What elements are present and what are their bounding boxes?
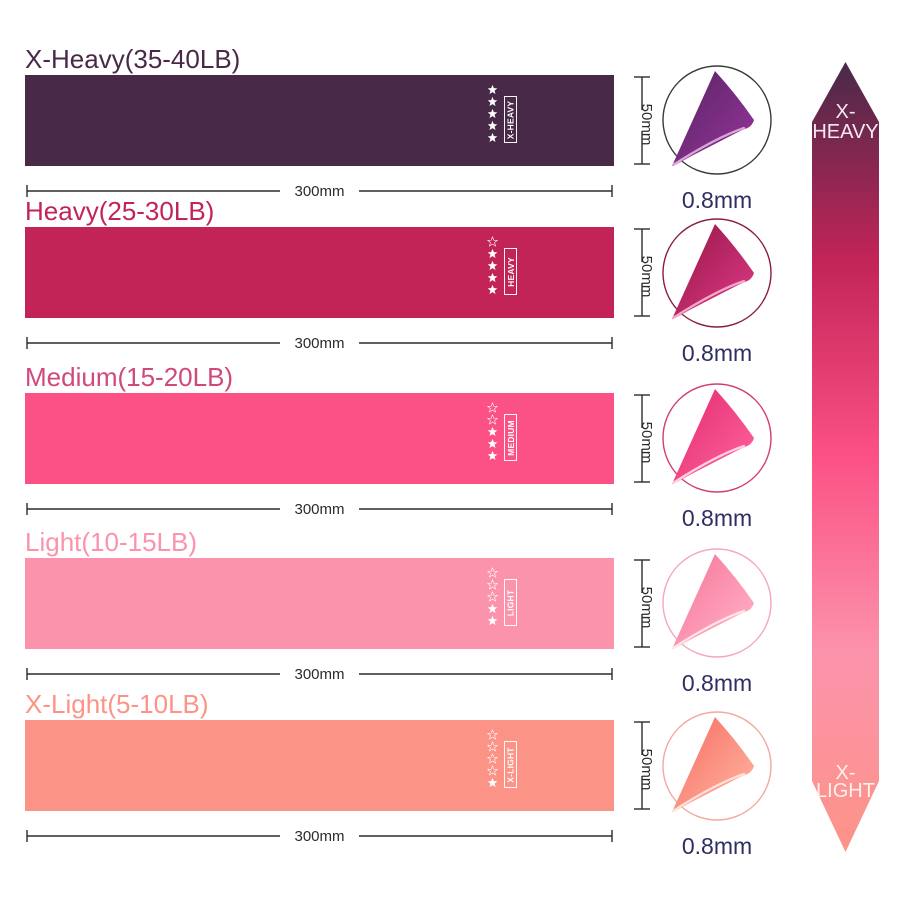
svg-text:50mm: 50mm: [638, 422, 655, 464]
svg-text:300mm: 300mm: [294, 335, 344, 351]
svg-text:300mm: 300mm: [294, 828, 344, 844]
svg-text:50mm: 50mm: [638, 256, 655, 298]
svg-text:300mm: 300mm: [294, 183, 344, 199]
svg-text:50mm: 50mm: [638, 749, 655, 791]
svg-text:HEAVY: HEAVY: [812, 121, 878, 143]
svg-text:50mm: 50mm: [638, 587, 655, 629]
svg-text:300mm: 300mm: [294, 501, 344, 517]
svg-text:LIGHT: LIGHT: [816, 780, 875, 802]
svg-text:50mm: 50mm: [638, 104, 655, 146]
svg-text:300mm: 300mm: [294, 666, 344, 682]
svg-text:X-: X-: [836, 101, 856, 123]
